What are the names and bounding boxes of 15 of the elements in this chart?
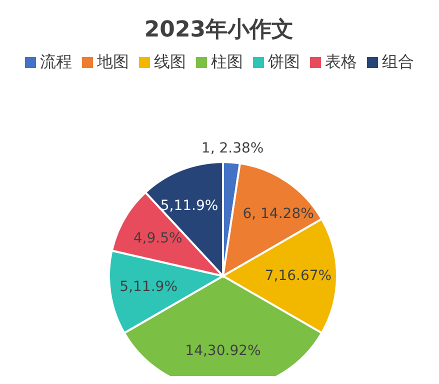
legend-label: 饼图 [268,52,300,73]
data-label: 6, 14.28% [242,206,314,222]
data-label: 4,9.5% [133,230,182,246]
data-label: 1, 2.38% [201,140,264,156]
legend-label: 线图 [154,52,186,73]
data-label: 14,30.92% [185,343,261,360]
legend-label: 柱图 [211,52,243,73]
chart-title: 2023年小作文 [144,16,294,42]
data-label: 5,11.9% [120,279,178,296]
legend-label: 组合 [382,52,414,73]
data-label: 7,16.67% [264,268,332,284]
legend-label: 地图 [97,52,129,73]
legend-label: 流程 [40,52,72,73]
data-label: 5,11.9% [160,198,218,214]
legend-label: 表格 [325,52,357,73]
